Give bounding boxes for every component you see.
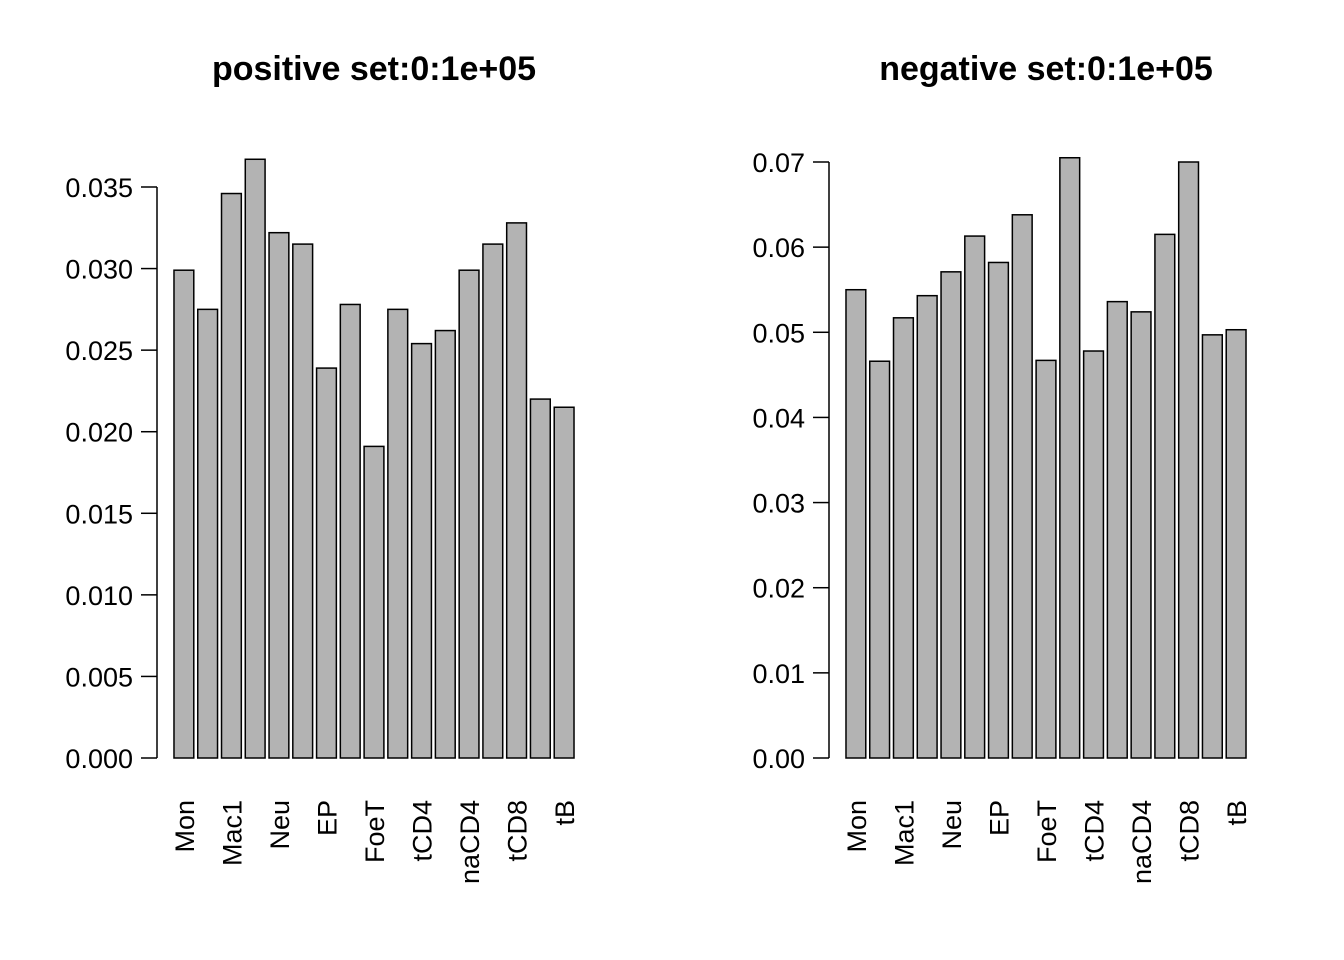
bar: [987, 261, 1010, 759]
bar: [1106, 300, 1128, 759]
bar: [505, 222, 528, 759]
y-tick-label: 0.025: [65, 336, 133, 366]
bar: [1130, 311, 1152, 759]
chart-title: positive set:0:1e+05: [212, 50, 536, 88]
x-category-label: EP: [984, 800, 1014, 836]
bar: [964, 235, 986, 759]
chart-panel-2: negative set:0:1e+05 0.00 0.01 0.02 0.03 0.04…: [752, 50, 1252, 884]
x-category-label: Mon: [170, 800, 200, 853]
x-category-label: tCD4: [1080, 800, 1110, 862]
bar: [892, 317, 915, 759]
y-tick-label: 0.02: [752, 574, 805, 604]
x-category-label: Mac1: [889, 800, 919, 866]
bar: [916, 294, 938, 759]
bar: [387, 308, 409, 759]
y-tick-label: 0.07: [752, 148, 805, 178]
x-category-label: naCD4: [455, 800, 485, 884]
y-tick-label: 0.000: [65, 744, 133, 774]
y-tick-label: 0.06: [752, 233, 805, 263]
bar: [1201, 334, 1224, 759]
bar: [1082, 350, 1105, 759]
bar: [1011, 214, 1033, 759]
bar: [244, 158, 266, 759]
bar: [196, 308, 219, 759]
y-tick-label: 0.035: [65, 173, 133, 203]
bar: [434, 329, 456, 759]
x-category-label: tCD4: [408, 800, 438, 862]
chart-panel-1: positive set:0:1e+05 0.000 0.005 0.010 0.015…: [65, 50, 580, 884]
chart-title: negative set:0:1e+05: [879, 50, 1213, 88]
bar: [1059, 156, 1081, 759]
x-category-label: tCD8: [503, 800, 533, 862]
y-tick-label: 0.015: [65, 499, 133, 529]
y-tick-label: 0.020: [65, 418, 133, 448]
bar: [482, 243, 504, 759]
bar: [268, 231, 290, 759]
y-tick-label: 0.010: [65, 581, 133, 611]
x-category-label: Mon: [842, 800, 872, 853]
y-tick-label: 0.04: [752, 403, 805, 433]
x-category-label: tCD8: [1175, 800, 1205, 862]
y-tick-label: 0.05: [752, 318, 805, 348]
bar: [173, 269, 195, 759]
bar: [339, 303, 361, 759]
bar: [292, 243, 314, 759]
bar: [1154, 233, 1176, 759]
bar: [529, 398, 552, 759]
x-category-label: EP: [312, 800, 342, 836]
bar: [458, 269, 480, 759]
y-tick-label: 0.005: [65, 662, 133, 692]
y-tick-label: 0.03: [752, 489, 805, 519]
bar: [868, 360, 891, 759]
bar: [1177, 161, 1200, 759]
y-tick-label: 0.01: [752, 659, 805, 689]
y-tick-label: 0.00: [752, 744, 805, 774]
bar: [410, 342, 433, 759]
bar: [363, 445, 385, 759]
x-category-label: FoeT: [1032, 800, 1062, 863]
bar: [1035, 359, 1057, 759]
x-category-label: Neu: [937, 800, 967, 850]
x-category-label: tB: [550, 800, 580, 826]
y-tick-label: 0.030: [65, 255, 133, 285]
bar: [845, 288, 867, 759]
bar: [220, 192, 243, 759]
bar: [1225, 328, 1247, 759]
x-category-label: Mac1: [217, 800, 247, 866]
x-category-label: tB: [1222, 800, 1252, 826]
x-category-label: naCD4: [1127, 800, 1157, 884]
x-category-label: Neu: [265, 800, 295, 850]
x-category-label: FoeT: [360, 800, 390, 863]
bar: [940, 271, 962, 759]
bar: [553, 406, 575, 759]
bar: [315, 367, 338, 759]
